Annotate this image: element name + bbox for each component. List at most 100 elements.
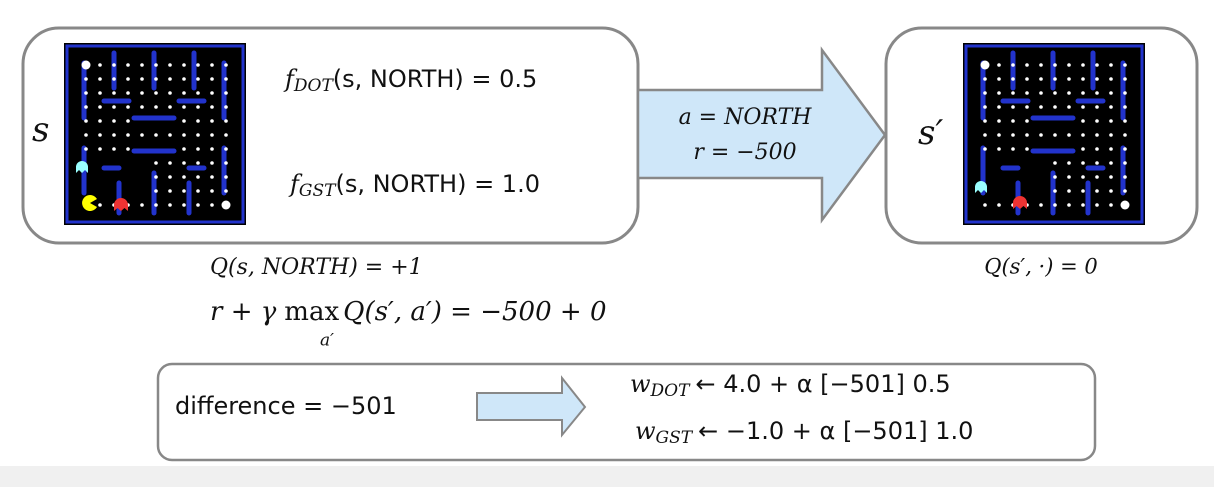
target-prefix: r + γ [210, 297, 277, 327]
pellet [196, 91, 200, 95]
feature-subscript: GST [299, 181, 337, 201]
pellet [196, 119, 200, 123]
pellet [98, 105, 102, 109]
weight-expression: ← 4.0 + α [−501] 0.5 [695, 370, 950, 398]
pellet [168, 175, 172, 179]
pellet [210, 105, 214, 109]
weight-update: wGST ← −1.0 + α [−501] 1.0 [635, 417, 973, 448]
pellet [210, 133, 214, 137]
pellet [1123, 91, 1127, 95]
pellet [182, 91, 186, 95]
pellet [1109, 161, 1113, 165]
pellet [112, 91, 116, 95]
pellet [154, 175, 158, 179]
pellet [210, 63, 214, 67]
next-q-value: Q(s′, ·) = 0 [984, 255, 1097, 279]
pellet [112, 63, 116, 67]
pellet [182, 63, 186, 67]
pellet [1081, 175, 1085, 179]
pellet [1081, 133, 1085, 137]
pellet [1109, 175, 1113, 179]
pellet [1095, 119, 1099, 123]
difference: difference = −501 [175, 392, 397, 420]
pellet [1039, 77, 1043, 81]
pellet [168, 161, 172, 165]
pellet [1095, 105, 1099, 109]
pellet [1095, 161, 1099, 165]
pellet [98, 147, 102, 151]
transition-arrow [636, 46, 887, 224]
q-current: Q(s, NORTH) = +1 [210, 255, 423, 280]
power-pellet [221, 200, 231, 210]
pellet [1053, 77, 1057, 81]
pellet [1039, 203, 1043, 207]
pellet [196, 203, 200, 207]
power-pellet [980, 60, 990, 70]
ghost [1013, 196, 1027, 209]
ghost [975, 181, 987, 193]
pellet [84, 91, 88, 95]
next-state-label: s′ [918, 113, 943, 153]
pellet [1081, 119, 1085, 123]
weight-update: wDOT ← 4.0 + α [−501] 0.5 [630, 370, 951, 401]
pellet [1095, 133, 1099, 137]
pellet [997, 105, 1001, 109]
pacman-board [64, 43, 246, 225]
pellet [1067, 63, 1071, 67]
pellet [1095, 175, 1099, 179]
pellet [1039, 105, 1043, 109]
target: r + γ max Q(s′, a′) = −500 + 0 [210, 297, 607, 327]
pellet [182, 147, 186, 151]
pellet [1095, 203, 1099, 207]
pellet [224, 91, 228, 95]
pellet [1067, 203, 1071, 207]
pellet [1109, 91, 1113, 95]
pellet [1081, 161, 1085, 165]
pellet [168, 189, 172, 193]
feature: fGST(s, NORTH) = 1.0 [288, 170, 540, 201]
weight-subscript: GST [656, 428, 694, 448]
pellet [983, 119, 987, 123]
pellet [112, 133, 116, 137]
pellet [154, 133, 158, 137]
pellet [140, 63, 144, 67]
pellet [1081, 189, 1085, 193]
pellet [1081, 105, 1085, 109]
feature-expression: (s, NORTH) = 0.5 [333, 65, 538, 93]
pellet [1053, 133, 1057, 137]
pellet [224, 63, 228, 67]
pellet [997, 203, 1001, 207]
pellet [1095, 63, 1099, 67]
pellet [1109, 119, 1113, 123]
pellet [1123, 147, 1127, 151]
pacman-board [963, 43, 1145, 225]
pellet [1053, 189, 1057, 193]
pellet [112, 77, 116, 81]
pellet [983, 133, 987, 137]
pellet [1123, 133, 1127, 137]
pellet [196, 105, 200, 109]
pellet [140, 105, 144, 109]
pellet [224, 147, 228, 151]
pellet [126, 133, 130, 137]
pellet [1109, 189, 1113, 193]
pellet [1053, 161, 1057, 165]
pellet [1011, 77, 1015, 81]
pellet [196, 77, 200, 81]
pellet [196, 189, 200, 193]
pellet [1053, 63, 1057, 67]
pellet [1025, 77, 1029, 81]
pellet [98, 203, 102, 207]
pellet [182, 77, 186, 81]
pellet [997, 133, 1001, 137]
pellet [182, 203, 186, 207]
action-label: a = NORTH [679, 105, 813, 130]
pellet [126, 105, 130, 109]
pellet [84, 147, 88, 151]
pellet [997, 119, 1001, 123]
pellet [1109, 77, 1113, 81]
pellet [182, 119, 186, 123]
pellet [196, 133, 200, 137]
pellet [1109, 203, 1113, 207]
pellet [1067, 161, 1071, 165]
